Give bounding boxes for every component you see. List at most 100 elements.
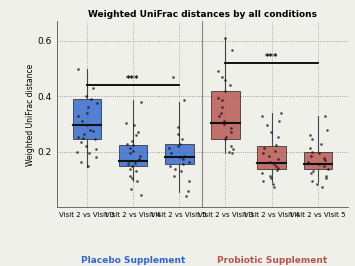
Point (322, 158, 328, 162)
Point (216, 114, 222, 118)
Point (310, 150, 315, 154)
Text: ***: *** (265, 53, 278, 62)
Point (83, 94, 88, 98)
Point (262, 146, 267, 150)
Point (317, 151, 322, 155)
Point (166, 146, 172, 150)
Point (321, 164, 327, 168)
Point (75, 66, 81, 71)
Point (310, 137, 315, 142)
Point (94, 101, 99, 105)
Point (260, 179, 266, 183)
Point (79, 119, 85, 123)
Point (90, 86, 95, 90)
Point (272, 148, 278, 153)
Point (130, 143, 136, 147)
Point (74, 150, 80, 154)
Bar (119, 145, 147, 166)
Point (219, 105, 225, 110)
Point (175, 144, 180, 148)
Point (323, 176, 329, 180)
Point (268, 130, 274, 135)
Point (310, 169, 316, 173)
Point (78, 160, 84, 164)
Point (175, 125, 180, 129)
Bar (211, 91, 240, 139)
Point (323, 173, 328, 178)
Point (275, 135, 280, 139)
Point (129, 164, 135, 168)
Bar (72, 99, 101, 139)
Point (75, 135, 81, 139)
Point (178, 169, 184, 173)
Point (93, 147, 98, 151)
Point (133, 169, 139, 173)
Point (93, 155, 99, 160)
Point (268, 176, 274, 180)
Bar (304, 152, 332, 169)
Point (82, 132, 87, 136)
Point (222, 89, 228, 93)
Point (135, 130, 141, 135)
Point (175, 132, 181, 136)
Point (177, 155, 182, 160)
Point (173, 167, 178, 171)
Point (127, 151, 133, 155)
Point (181, 98, 187, 103)
Point (307, 133, 313, 137)
Point (131, 123, 136, 128)
Point (90, 129, 96, 133)
Point (184, 194, 189, 198)
Point (83, 144, 89, 148)
Point (75, 114, 81, 118)
Point (222, 77, 228, 82)
Point (126, 159, 132, 163)
Point (314, 182, 320, 186)
Point (86, 151, 92, 155)
Point (78, 140, 84, 144)
Point (179, 137, 185, 142)
Point (222, 122, 227, 126)
Title: Weighted UniFrac distances by all conditions: Weighted UniFrac distances by all condit… (88, 10, 317, 19)
Point (92, 137, 98, 142)
Bar (257, 146, 286, 169)
Point (275, 157, 281, 161)
Point (130, 139, 135, 143)
Point (229, 151, 234, 155)
Point (132, 161, 137, 165)
Point (219, 111, 224, 115)
Point (267, 173, 273, 178)
Point (137, 154, 143, 158)
Point (271, 185, 277, 189)
Point (177, 142, 182, 146)
Point (324, 127, 330, 132)
Point (273, 143, 279, 147)
Point (221, 119, 226, 123)
Point (259, 171, 264, 175)
Point (168, 151, 174, 155)
Point (274, 168, 280, 172)
Point (85, 164, 91, 168)
Point (133, 133, 139, 137)
Point (230, 147, 236, 151)
Point (316, 162, 321, 167)
Point (228, 83, 233, 87)
Point (222, 36, 228, 40)
Point (229, 130, 234, 135)
Point (127, 167, 133, 171)
Point (85, 105, 91, 110)
Point (186, 160, 191, 164)
Point (135, 179, 140, 183)
Point (80, 136, 85, 140)
Point (222, 137, 228, 142)
Point (325, 167, 331, 171)
Point (270, 182, 275, 186)
Point (88, 127, 93, 132)
Point (219, 75, 224, 79)
Point (181, 154, 186, 158)
Bar (165, 144, 193, 164)
Point (88, 97, 94, 101)
Point (84, 111, 90, 115)
Text: ***: *** (126, 75, 140, 84)
Point (126, 162, 131, 167)
